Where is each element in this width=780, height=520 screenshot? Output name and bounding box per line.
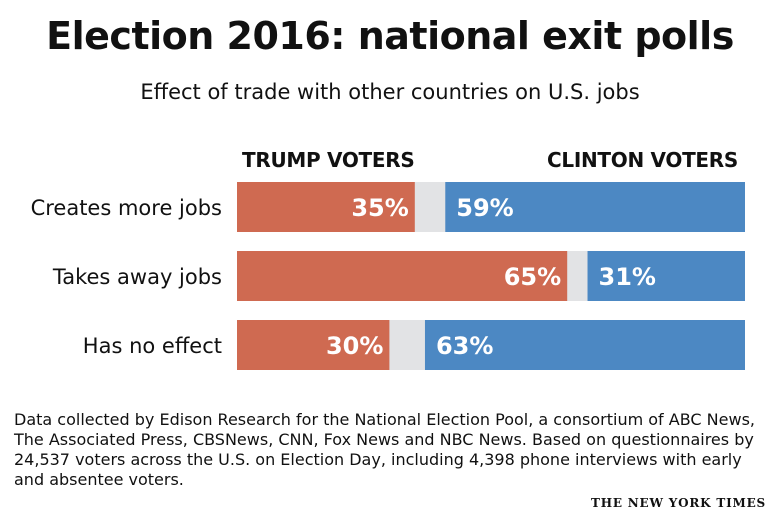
value-label-clinton-0: 59% — [456, 194, 513, 222]
value-label-trump-2: 30% — [326, 332, 383, 360]
chart-title: Election 2016: national exit polls — [46, 14, 734, 58]
legend-clinton-voters: CLINTON VOTERS — [547, 148, 738, 172]
source-note: Data collected by Edison Research for th… — [14, 410, 755, 489]
value-label-clinton-2: 63% — [436, 332, 493, 360]
bar-clinton-0 — [445, 182, 745, 232]
legend-trump-voters: TRUMP VOTERS — [242, 148, 415, 172]
category-label-1: Takes away jobs — [52, 265, 222, 289]
bar-trump-0 — [237, 182, 415, 232]
value-label-trump-1: 65% — [504, 263, 561, 291]
bar-trump-1 — [237, 251, 568, 301]
bar-clinton-2 — [424, 320, 745, 370]
publisher-credit: THE NEW YORK TIMES — [591, 496, 766, 510]
value-label-trump-0: 35% — [351, 194, 408, 222]
category-label-0: Creates more jobs — [31, 196, 222, 220]
category-label-2: Has no effect — [83, 334, 222, 358]
value-label-clinton-1: 31% — [599, 263, 656, 291]
chart-subtitle: Effect of trade with other countries on … — [140, 80, 640, 104]
bar-trump-2 — [237, 320, 390, 370]
exit-poll-chart: Creates more jobs 35% 59% Takes away jobs 65… — [31, 182, 745, 370]
bar-clinton-1 — [587, 251, 745, 301]
